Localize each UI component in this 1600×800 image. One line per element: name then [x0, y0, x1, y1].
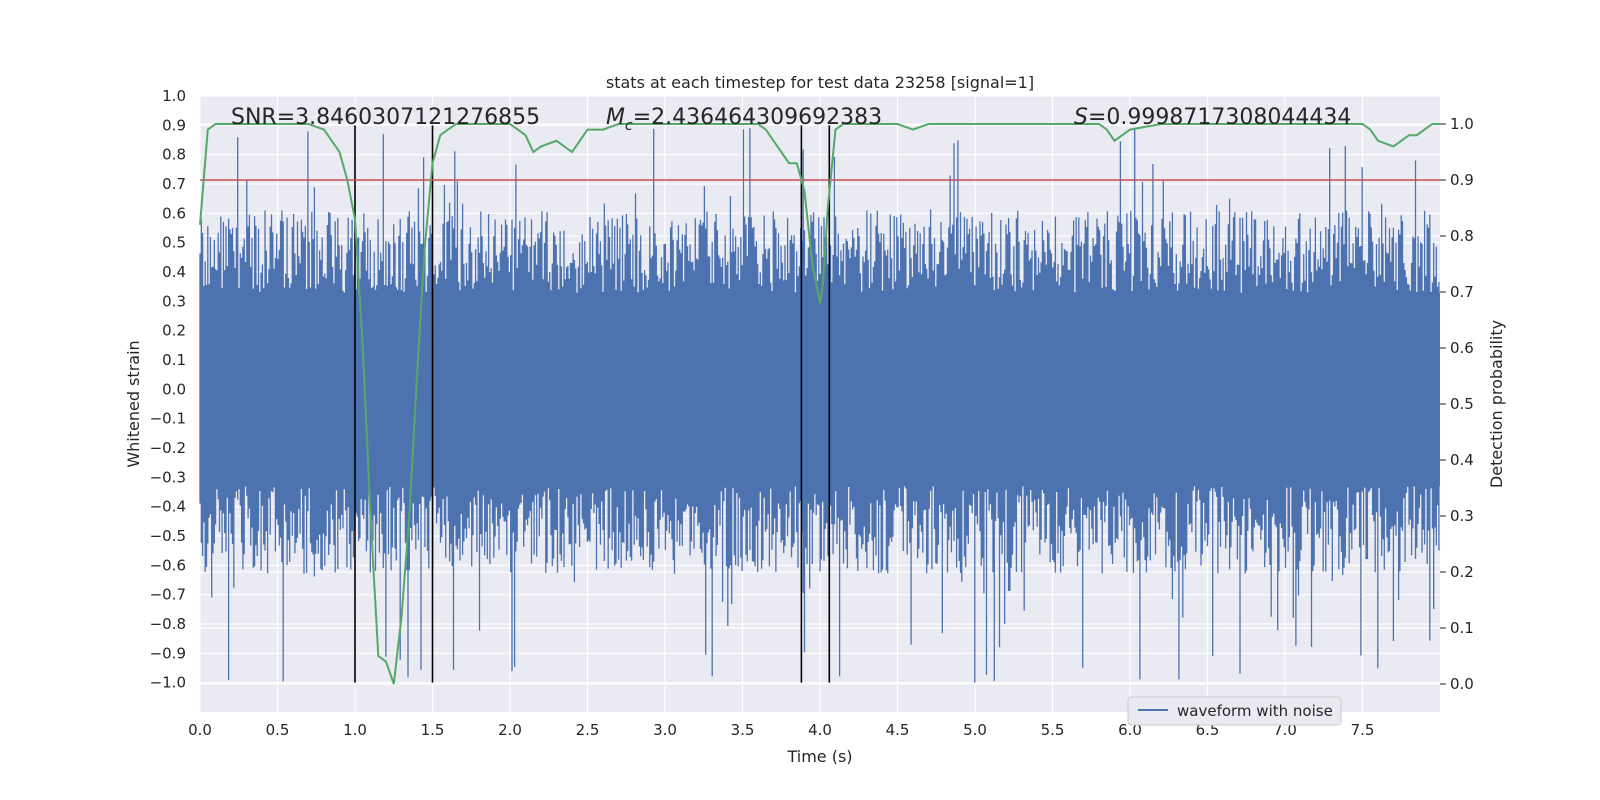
chirp-mass-value: =2.436464309692383: [633, 105, 882, 130]
x-tick-label: 1.0: [343, 721, 367, 739]
chart-title: stats at each timestep for test data 232…: [606, 73, 1034, 92]
x-tick-label: 2.0: [498, 721, 522, 739]
x-axis-ticks: 0.0 0.5 1.0 1.5 2.0 2.5 3.0 3.5 4.0 4.5 5.0 5.5 6.0 6…: [188, 721, 1374, 739]
x-tick-label: 7.5: [1351, 721, 1375, 739]
x-tick-label: 5.0: [963, 721, 987, 739]
y-tick-label: −0.5: [150, 527, 186, 545]
y-tick-label: 0.5: [162, 234, 186, 252]
chirp-mass-subscript: c: [625, 118, 633, 134]
y2-axis-label: Detection probability: [1487, 320, 1506, 488]
score-value: =0.9998717308044434: [1088, 105, 1351, 130]
y-tick-label: −0.9: [150, 644, 186, 662]
y-axis-ticks: 1.0 0.9 0.8 0.7 0.6 0.5 0.4 0.3 0.2 0.1 0.0 −0.1 −0.…: [150, 87, 186, 692]
x-tick-label: 4.0: [808, 721, 832, 739]
y2-tick-label: 0.2: [1450, 563, 1474, 581]
y-tick-label: −0.1: [150, 410, 186, 428]
probability-line: [199, 123, 1440, 685]
y2-tick-label: 0.5: [1450, 395, 1474, 413]
legend-box: [1127, 696, 1342, 726]
y-tick-label: −0.8: [150, 615, 186, 633]
legend-label: waveform with noise: [1177, 702, 1333, 720]
x-tick-label: 5.5: [1041, 721, 1065, 739]
x-axis-label: Time (s): [786, 747, 852, 766]
y-tick-label: 0.9: [162, 116, 186, 134]
y-tick-label: −0.6: [150, 556, 186, 574]
x-tick-label: 2.5: [576, 721, 600, 739]
y-tick-label: 0.1: [162, 351, 186, 369]
y2-tick-label: 0.4: [1450, 451, 1474, 469]
waveform-trace: [199, 128, 1440, 683]
y2-axis-ticks: 1.0 0.9 0.8 0.7 0.6 0.5 0.4 0.3 0.2 0.1 0.0: [1440, 115, 1474, 693]
y-tick-label: −0.3: [150, 468, 186, 486]
y-tick-label: −1.0: [150, 674, 186, 692]
y-tick-label: 0.0: [162, 380, 186, 398]
score-annotation: S=0.9998717308044434: [1074, 105, 1351, 130]
waveform-series: [199, 128, 1440, 683]
y2-tick-label: 0.0: [1450, 675, 1474, 693]
chirp-mass-annotation: Mc=2.436464309692383: [606, 105, 882, 134]
y2-tick-label: 0.3: [1450, 507, 1474, 525]
x-tick-label: 3.5: [731, 721, 755, 739]
y2-tick-label: 0.7: [1450, 283, 1474, 301]
x-tick-label: 3.0: [653, 721, 677, 739]
y-axis-label: Whitened strain: [124, 340, 143, 467]
score-symbol: S: [1074, 105, 1088, 130]
y-tick-label: 0.6: [162, 204, 186, 222]
y-tick-label: 0.7: [162, 175, 186, 193]
y2-tick-label: 1.0: [1450, 115, 1474, 133]
legend: waveform with noise: [1127, 696, 1342, 726]
y-tick-label: 0.2: [162, 322, 186, 340]
y2-tick-label: 0.9: [1450, 171, 1474, 189]
y-tick-label: 1.0: [162, 87, 186, 105]
y-tick-label: 0.4: [162, 263, 186, 281]
y2-tick-label: 0.1: [1450, 619, 1474, 637]
x-tick-label: 4.5: [886, 721, 910, 739]
x-tick-label: 1.5: [421, 721, 445, 739]
y-tick-label: −0.7: [150, 586, 186, 604]
y-tick-label: 0.8: [162, 146, 186, 164]
y2-tick-label: 0.6: [1450, 339, 1474, 357]
y-tick-label: −0.2: [150, 439, 186, 457]
y-tick-label: 0.3: [162, 292, 186, 310]
y2-tick-label: 0.8: [1450, 227, 1474, 245]
x-tick-label: 0.5: [266, 721, 290, 739]
x-tick-label: 0.0: [188, 721, 212, 739]
y-tick-label: −0.4: [150, 498, 186, 516]
snr-annotation: SNR=3.8460307121276855: [231, 105, 540, 130]
chirp-mass-symbol: M: [606, 105, 625, 130]
